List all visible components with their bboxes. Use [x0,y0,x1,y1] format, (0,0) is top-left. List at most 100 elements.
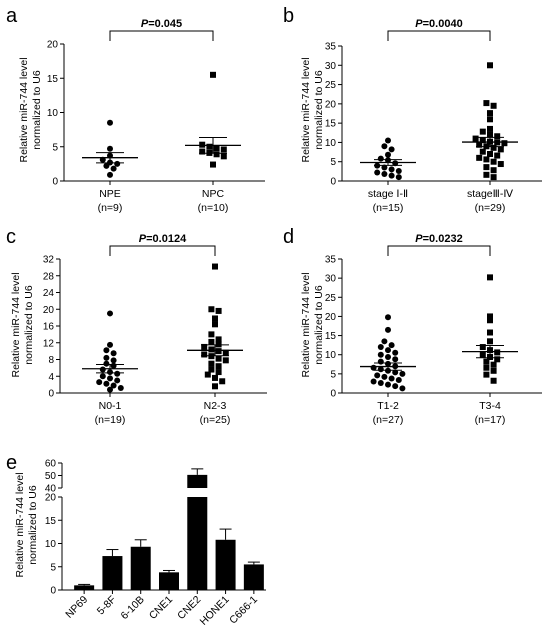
data-point-circle [392,369,399,376]
pvalue-symbol: P [139,233,147,245]
data-point-square [487,317,493,324]
data-point-square [212,374,218,381]
data-point-circle [381,373,388,380]
panel-e: e Relative miR-744 level normalized to U… [6,452,266,628]
data-point-square [215,355,222,362]
data-point-square [210,161,216,168]
y-tick-label: 15 [325,331,337,342]
data-point-square [487,151,493,157]
data-point-circle [385,354,391,361]
data-point-square [208,306,215,313]
category-label: 6-10B [119,594,147,622]
data-point-square [476,154,483,161]
y-tick-label: 5 [52,142,58,153]
data-point-circle [399,370,406,377]
data-point-square [222,349,229,356]
data-point-square [487,125,493,132]
data-point-square [222,357,229,364]
y-tick-label: 20 [47,40,59,51]
data-point-circle [381,171,388,178]
data-point-square [212,315,218,322]
data-point-circle [392,383,399,390]
data-point-square [479,351,486,358]
data-point-square [215,307,222,314]
pvalue-bracket [387,245,491,256]
y-tick-label: 25 [325,293,337,304]
data-point-circle [388,375,395,382]
data-point-circle [114,160,121,167]
pvalue-bracket [109,245,216,256]
pvalue-text: P=0.0232 [415,233,462,245]
data-point-circle [392,349,399,356]
pvalue-bracket [109,30,214,41]
bar [130,546,151,590]
data-point-circle [117,384,124,391]
data-point-square [490,174,497,181]
panel-c-plot: 0 4 8 12 16 20 24 28 32 P=0.0124 N0-1 (n=19) N2-3 (n=… [43,233,267,426]
data-point-square [208,338,215,345]
bar [159,572,179,590]
y-tick-label: 8 [48,355,54,366]
category-label: T1-2 [377,400,399,412]
category-label: C666-1 [227,594,260,627]
y-tick-label: 60 [45,459,57,470]
category-n-label: (n=25) [200,414,231,426]
data-point-square [490,361,497,368]
data-point-circle [374,169,381,176]
data-point-square [490,367,497,374]
data-point-circle [99,366,106,373]
category-n-label: (n=29) [475,202,506,214]
data-point-circle [395,376,402,383]
category-label: CNE1 [147,594,175,622]
bar [102,556,123,590]
data-point-circle [374,372,381,379]
data-point-square [487,110,493,117]
bar-upper-part [187,474,208,488]
panel-b-ylabel-line2: normalized to U6 [313,70,325,150]
pvalue-text: P=0.045 [141,18,182,30]
data-point-circle [107,119,113,126]
panel-e-ylabel-line1: Relative miR-744 level [14,472,26,577]
data-point-square [208,331,215,338]
bar [215,539,236,590]
panel-c-ylabel-line1: Relative miR-744 level [10,272,22,377]
data-point-square [479,148,486,155]
data-point-circle [110,165,117,172]
y-tick-label: 5 [50,562,56,573]
y-tick-label: 32 [43,255,55,266]
data-point-square [201,343,208,350]
data-point-circle [107,171,113,178]
data-point-circle [385,314,391,321]
data-point-circle [395,167,402,174]
data-point-circle [385,137,391,144]
y-tick-label: 10 [47,108,59,119]
data-point-square [483,171,490,178]
data-point-square [494,152,501,159]
data-point-square [201,351,208,358]
data-point-square [497,146,504,153]
data-point-square [494,356,501,363]
data-point-circle [381,164,388,171]
pvalue-symbol: P [415,18,423,30]
data-point-square [494,349,501,356]
y-tick-label: 50 [45,471,57,482]
category-label: N0-1 [99,400,122,412]
y-tick-label: 20 [325,312,337,323]
data-point-circle [377,380,384,387]
y-tick-label: 10 [325,350,337,361]
panel-d-plot: 0 5 10 15 20 25 30 35 P=0.0232 T1-2 (n=27) T3-4 (n=1… [325,233,542,426]
data-point-circle [103,380,110,387]
category-n-label: (n=15) [373,202,404,214]
data-point-circle [377,366,384,373]
data-point-square [219,378,226,385]
data-point-circle [107,310,113,317]
data-point-square [199,141,206,148]
category-label: NP69 [63,594,90,621]
y-tick-label: 12 [43,338,55,349]
data-point-square [208,346,215,353]
data-point-square [487,131,493,138]
data-point-circle [381,143,388,150]
y-tick-label: 15 [47,74,59,85]
data-point-square [206,143,213,150]
data-point-circle [96,379,103,386]
